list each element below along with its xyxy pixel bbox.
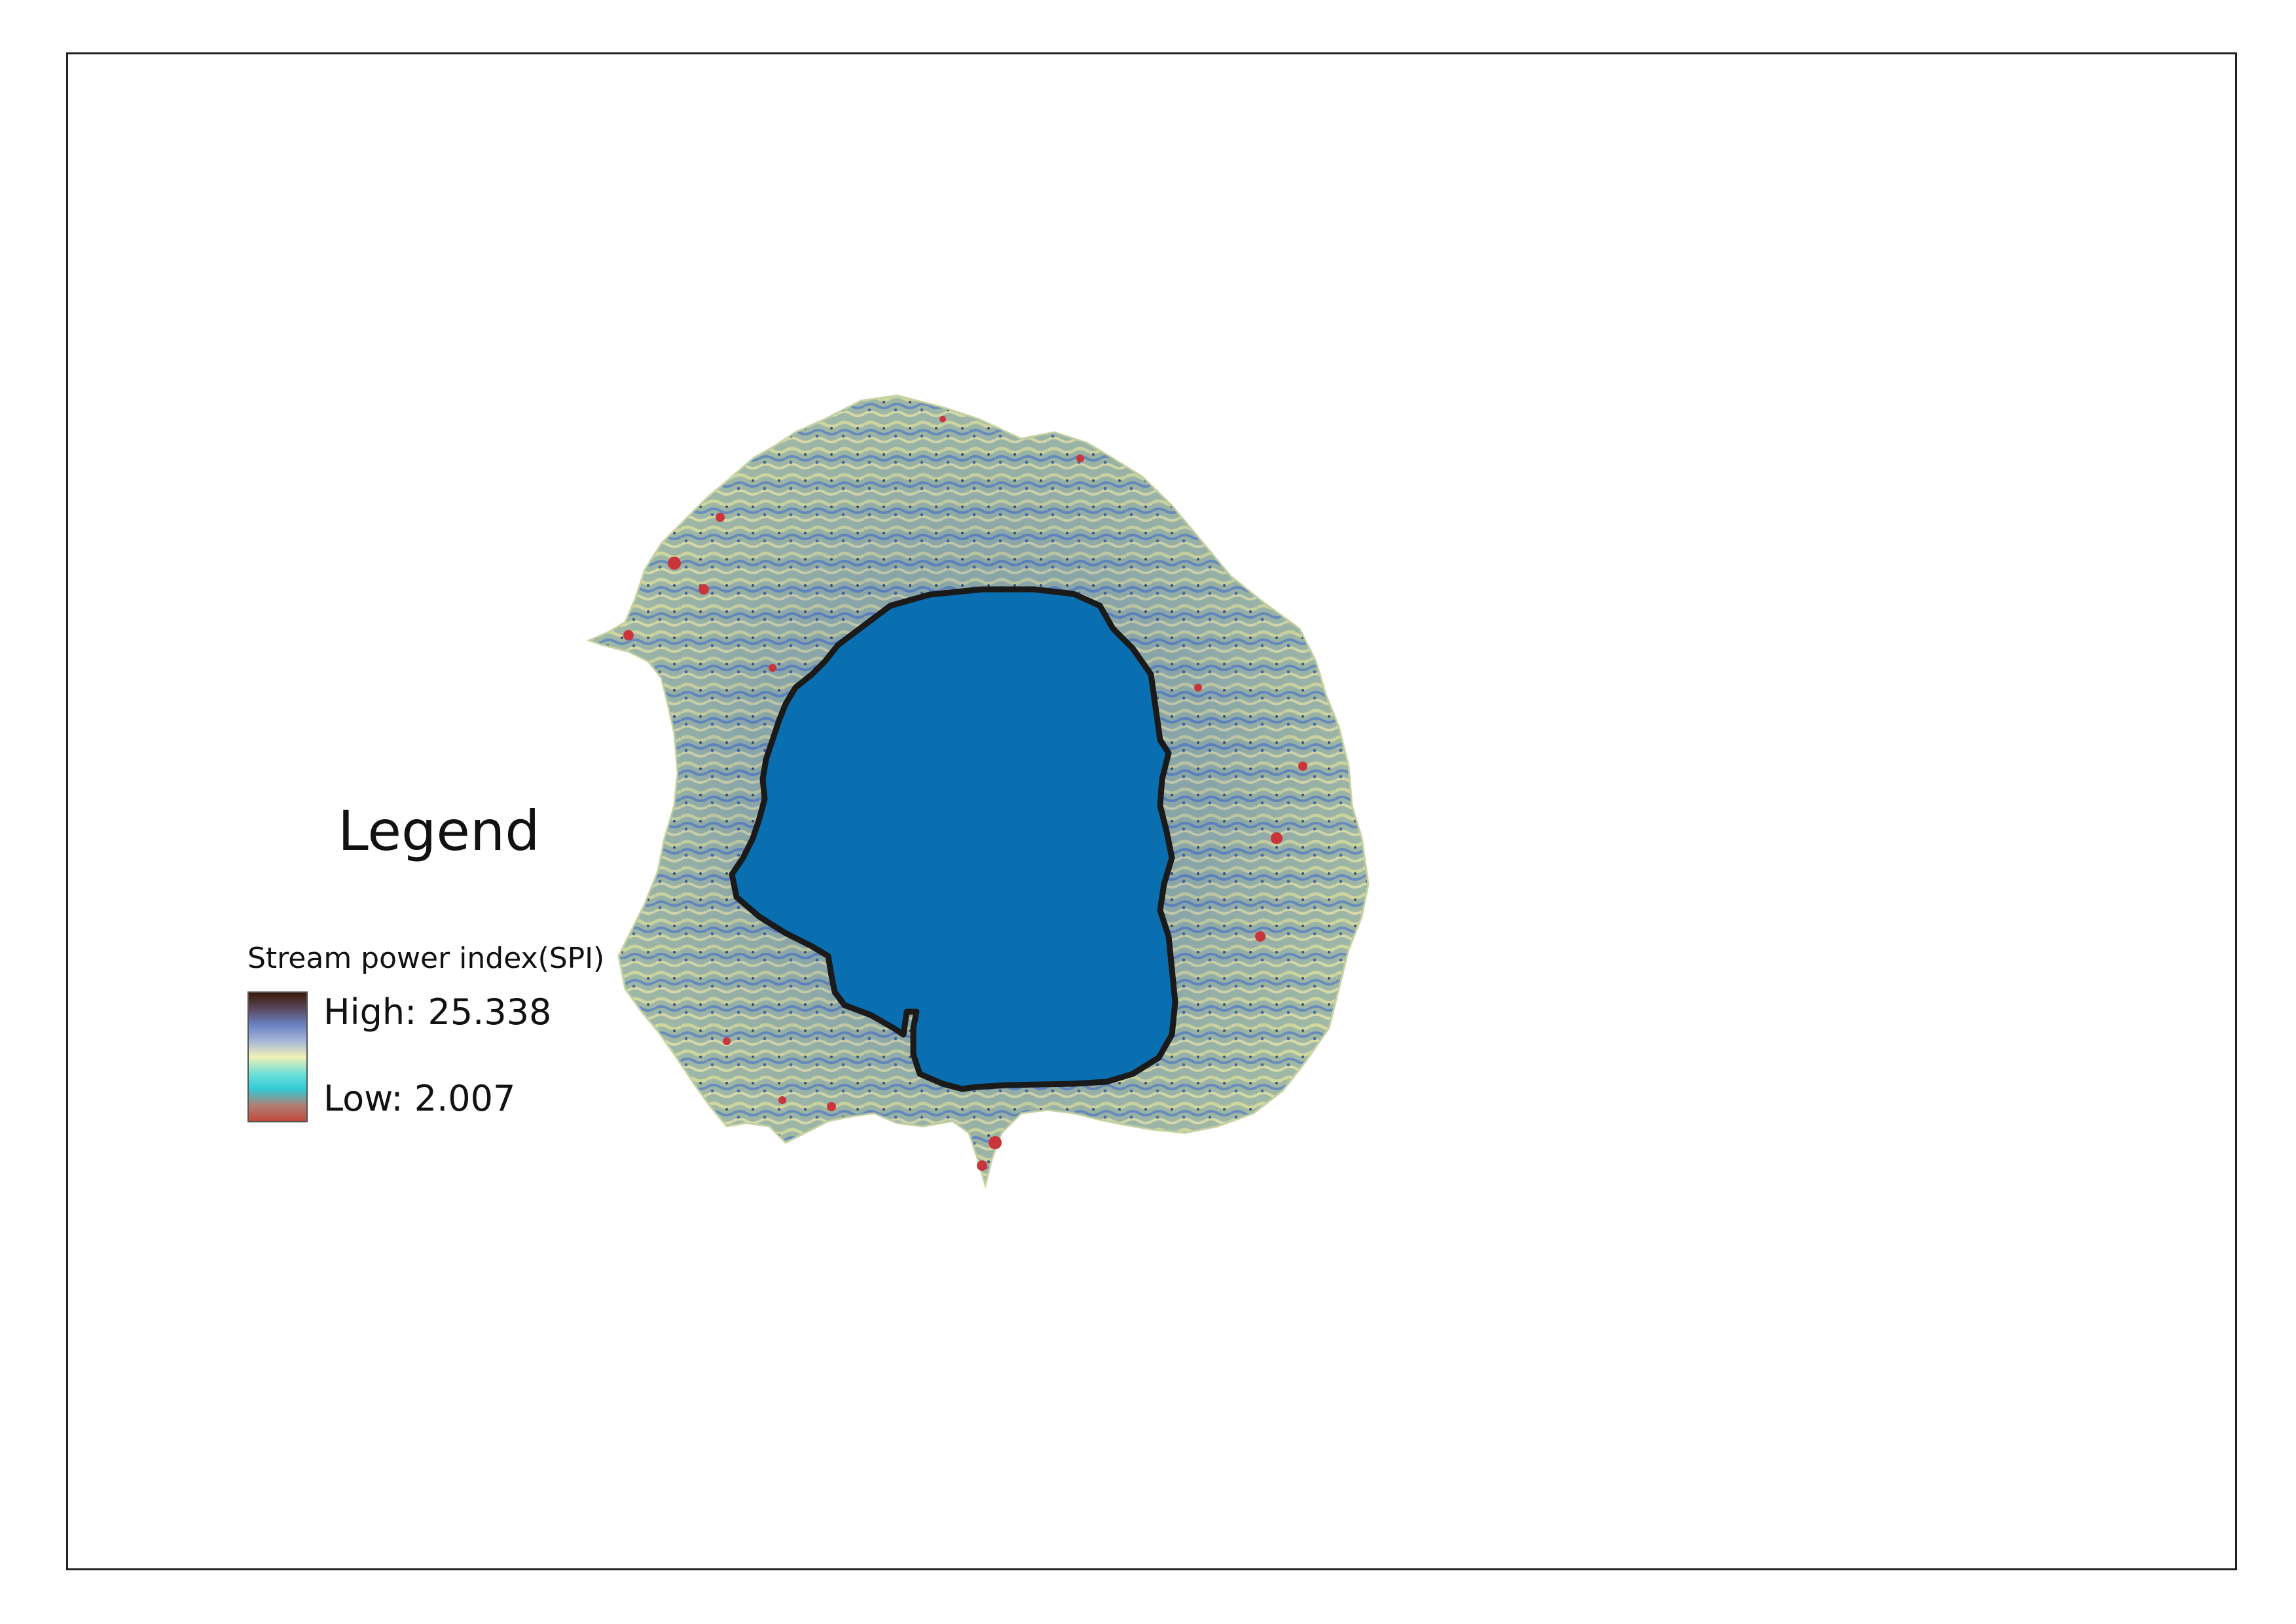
high-spi-patches <box>623 416 1307 1171</box>
legend-layer-name: Stream power index(SPI) <box>247 942 605 975</box>
legend-title: Legend <box>338 799 540 863</box>
spi-color-ramp <box>247 991 308 1122</box>
crater-lake <box>729 586 1178 1092</box>
legend-high-label: High: 25.338 <box>323 991 552 1033</box>
legend-low-label: Low: 2.007 <box>323 1078 516 1119</box>
